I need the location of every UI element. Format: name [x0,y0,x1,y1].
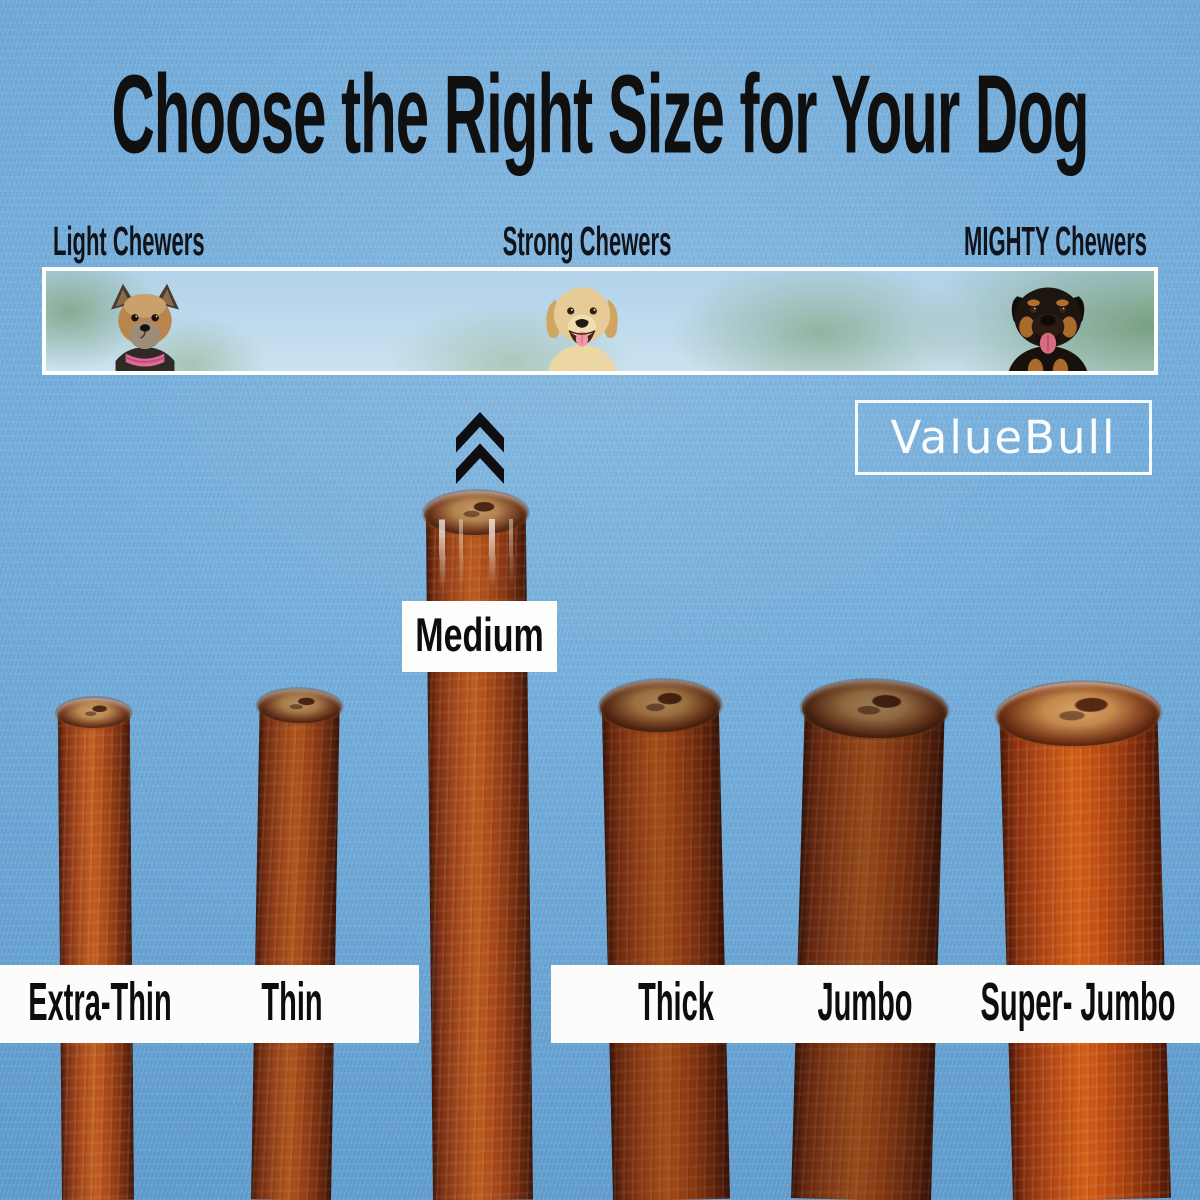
size-label-medium: Medium [402,601,557,672]
chewer-group-label-mighty: MIGHTY Chewers [964,217,1147,265]
double-up-chevron-icon [456,412,504,484]
page-title-text: Choose the Right Size for Your Dog [111,52,1089,176]
rottweiler-photo [1008,287,1088,371]
size-label-band-left [0,965,419,1043]
yorkshire-terrier-photo [110,283,180,371]
size-label-thick: Thick [638,973,714,1033]
bully-stick-thick [601,704,730,1200]
size-label-thin: Thin [261,973,323,1033]
size-label-jumbo: Jumbo [817,973,913,1033]
size-label-extra-thin: Extra-Thin [28,973,172,1033]
dog-photo-banner [42,267,1158,375]
bully-stick-jumbo [791,707,945,1200]
brand-logo: ValueBull [855,400,1152,475]
bully-stick-super-jumbo [999,711,1171,1200]
size-label-band-right [551,965,1200,1043]
size-label-super-jumbo: Super- Jumbo [980,973,1176,1033]
bully-stick-extra-thin [57,712,134,1200]
page-title: Choose the Right Size for Your Dog [0,52,1200,176]
bully-stick-thin [251,705,340,1200]
chewer-group-label-light: Light Chewers [53,217,205,265]
labrador-retriever-photo [546,287,618,371]
chewer-group-label-strong: Strong Chewers [502,217,672,265]
brand-logo-text: ValueBull [890,411,1117,464]
